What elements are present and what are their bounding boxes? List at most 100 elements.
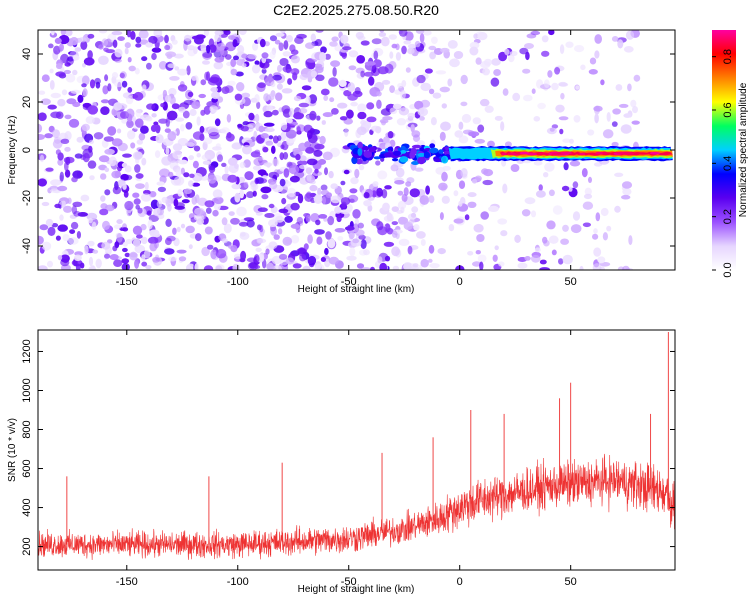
noise-blob bbox=[611, 141, 619, 147]
noise-blob bbox=[186, 263, 196, 270]
noise-blob bbox=[174, 205, 185, 210]
noise-blob bbox=[307, 74, 312, 82]
noise-blob bbox=[231, 183, 242, 190]
noise-blob bbox=[397, 190, 404, 196]
noise-blob bbox=[111, 72, 119, 79]
noise-blob bbox=[113, 224, 122, 229]
noise-blob bbox=[290, 223, 301, 229]
spectrogram-x-ticks: -150 -100 -50 0 50 bbox=[116, 30, 577, 288]
noise-blob bbox=[66, 57, 74, 66]
noise-blob bbox=[458, 135, 469, 144]
noise-blob bbox=[360, 70, 365, 78]
noise-blob bbox=[178, 106, 186, 113]
y-tick-label: 1000 bbox=[21, 378, 33, 402]
noise-blob bbox=[534, 247, 541, 253]
noise-blob bbox=[208, 76, 220, 84]
noise-blob bbox=[269, 181, 278, 190]
snr-spikes bbox=[66, 331, 669, 545]
noise-blob bbox=[429, 263, 440, 269]
carrier-peak-cell bbox=[579, 152, 586, 156]
noise-blob bbox=[214, 57, 224, 63]
noise-blob bbox=[337, 102, 348, 109]
noise-blob bbox=[94, 77, 101, 85]
noise-blob bbox=[70, 89, 81, 94]
noise-blob bbox=[136, 139, 143, 145]
noise-blob bbox=[344, 127, 349, 137]
y-tick-label: 600 bbox=[21, 459, 33, 477]
noise-blob bbox=[464, 214, 470, 221]
noise-blob bbox=[52, 139, 63, 149]
noise-blob bbox=[261, 68, 267, 74]
noise-blob bbox=[555, 104, 565, 113]
noise-blob bbox=[56, 63, 63, 70]
noise-blob bbox=[145, 265, 152, 270]
noise-blob bbox=[477, 254, 487, 263]
noise-blob bbox=[628, 235, 633, 246]
noise-blob bbox=[173, 176, 185, 186]
noise-blob bbox=[122, 227, 129, 232]
noise-blob bbox=[146, 210, 152, 216]
noise-blob bbox=[283, 168, 290, 178]
noise-blob bbox=[282, 152, 289, 160]
noise-blob bbox=[76, 136, 84, 143]
noise-blob bbox=[475, 57, 482, 65]
noise-blob bbox=[394, 180, 405, 185]
noise-blob bbox=[363, 71, 374, 77]
noise-blob bbox=[168, 256, 178, 262]
noise-blob bbox=[331, 36, 339, 42]
noise-blob bbox=[134, 258, 140, 269]
noise-blob bbox=[320, 184, 328, 191]
noise-blob bbox=[318, 214, 328, 219]
noise-blob bbox=[381, 120, 386, 126]
noise-blob bbox=[266, 105, 273, 112]
noise-blob bbox=[185, 122, 193, 130]
noise-blob bbox=[398, 30, 408, 37]
noise-blob bbox=[621, 194, 631, 200]
noise-blob bbox=[558, 81, 568, 87]
noise-blob bbox=[388, 34, 397, 40]
noise-blob bbox=[354, 229, 365, 237]
noise-blob bbox=[127, 87, 133, 93]
noise-blob bbox=[270, 81, 276, 88]
noise-blob bbox=[250, 183, 259, 191]
noise-blob bbox=[112, 245, 118, 252]
noise-blob bbox=[87, 105, 99, 115]
colorbar: 0.0 0.2 0.4 0.6 0.8 Normalized spectral ampl… bbox=[712, 30, 749, 278]
noise-blob bbox=[175, 117, 185, 122]
noise-blob bbox=[563, 162, 569, 171]
noise-blob bbox=[441, 103, 447, 109]
noise-blob bbox=[325, 192, 332, 199]
noise-blob bbox=[135, 108, 142, 118]
noise-blob bbox=[594, 50, 600, 59]
noise-blob bbox=[400, 89, 406, 100]
noise-blob bbox=[277, 135, 282, 142]
noise-blob bbox=[225, 54, 232, 60]
y-tick-label: -20 bbox=[21, 190, 33, 206]
noise-blob bbox=[330, 183, 339, 190]
noise-blob bbox=[602, 129, 614, 139]
noise-blob bbox=[430, 117, 437, 126]
noise-blob bbox=[226, 131, 232, 139]
noise-blob bbox=[278, 42, 284, 51]
noise-blob bbox=[294, 36, 304, 44]
noise-blob bbox=[121, 258, 130, 264]
noise-blob bbox=[204, 200, 215, 208]
noise-blob bbox=[227, 174, 238, 183]
noise-blob bbox=[348, 65, 357, 71]
carrier-onset-blob bbox=[368, 146, 376, 153]
noise-blob bbox=[223, 223, 232, 234]
noise-blob bbox=[572, 211, 581, 221]
noise-blob bbox=[302, 265, 311, 270]
noise-blob bbox=[169, 76, 180, 81]
noise-blob bbox=[320, 257, 326, 262]
noise-blob bbox=[55, 149, 62, 156]
noise-blob bbox=[146, 103, 156, 110]
noise-blob bbox=[135, 43, 142, 48]
noise-blob bbox=[290, 55, 300, 64]
noise-blob bbox=[306, 174, 312, 182]
noise-blob bbox=[109, 254, 119, 261]
noise-blob bbox=[57, 255, 63, 261]
noise-blob bbox=[414, 100, 424, 110]
noise-blob bbox=[233, 55, 239, 61]
noise-blob bbox=[98, 55, 109, 65]
